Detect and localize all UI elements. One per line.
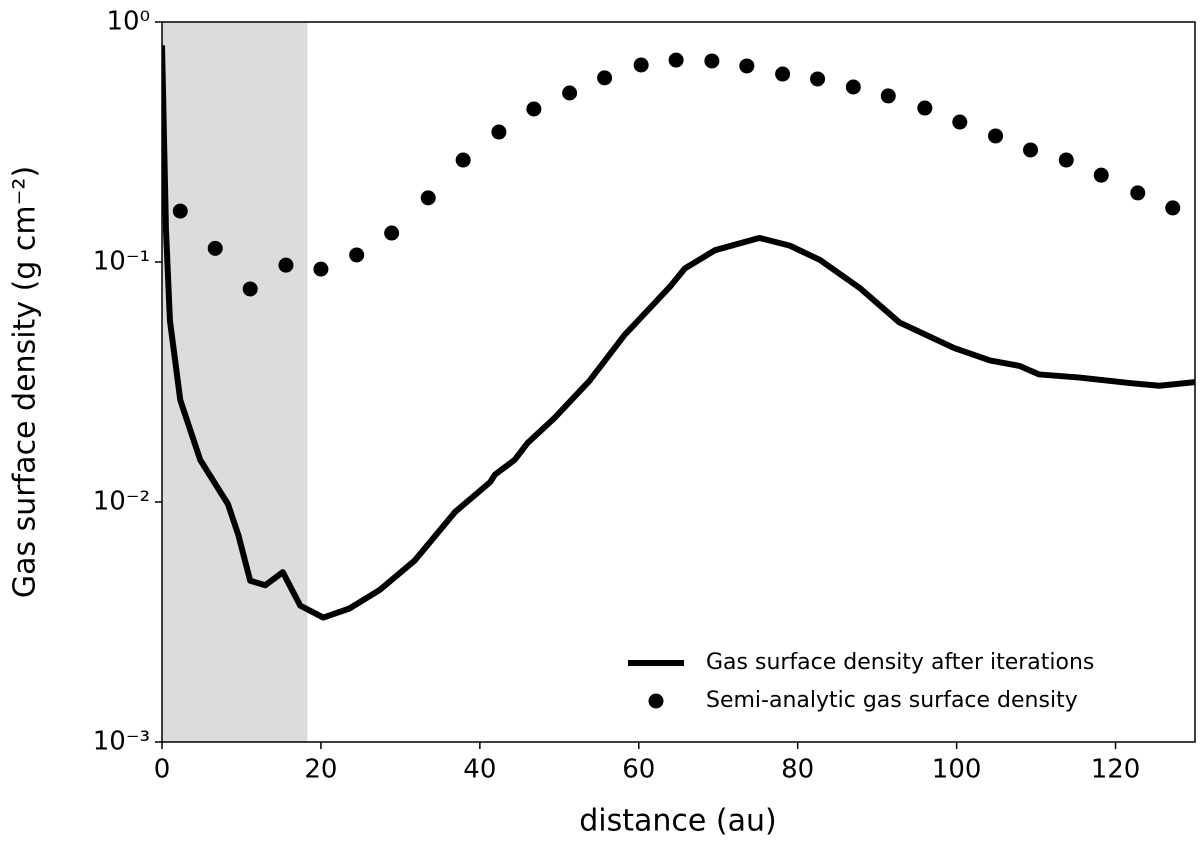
x-tick-label: 20 [304, 755, 337, 785]
point [207, 240, 223, 256]
point [775, 66, 791, 82]
point [172, 203, 188, 219]
legend-marker [648, 693, 664, 709]
x-axis-label: distance (au) [579, 804, 776, 839]
point [739, 58, 755, 74]
point [349, 247, 365, 263]
plot-frame [161, 21, 1196, 743]
point [704, 53, 720, 69]
y-tick-label: 10⁻¹ [93, 247, 150, 277]
point [880, 88, 896, 104]
point [810, 71, 826, 87]
point [845, 79, 861, 95]
y-axis-label: Gas surface density (g cm⁻²) [8, 166, 43, 598]
point [1165, 200, 1181, 216]
point [562, 85, 578, 101]
line [162, 45, 1195, 621]
point [633, 57, 649, 73]
point [420, 190, 436, 206]
y-tick-label: 10⁰ [106, 7, 150, 37]
x-tick-label: 80 [781, 755, 814, 785]
point [952, 114, 968, 130]
point [242, 281, 258, 297]
point [988, 128, 1004, 144]
point [597, 70, 613, 86]
x-tick-label: 0 [154, 755, 171, 785]
y-tick-label: 10⁻² [93, 487, 150, 517]
point [313, 261, 329, 277]
x-tick-label: 100 [932, 755, 982, 785]
shaded-region [162, 22, 308, 742]
legend-label: Gas surface density after iterations [706, 650, 1094, 675]
point [278, 257, 294, 273]
x-tick-label: 40 [463, 755, 496, 785]
point [1023, 142, 1039, 158]
point [668, 52, 684, 68]
x-tick-label: 120 [1091, 755, 1141, 785]
point [491, 124, 507, 140]
point [526, 101, 542, 117]
point [384, 225, 400, 241]
y-tick-label: 10⁻³ [93, 727, 150, 757]
point [1058, 152, 1074, 168]
point [1130, 185, 1146, 201]
legend-label: Semi-analytic gas surface density [706, 688, 1078, 713]
point [917, 100, 933, 116]
x-tick-label: 60 [622, 755, 655, 785]
point [1093, 167, 1109, 183]
point [455, 152, 471, 168]
